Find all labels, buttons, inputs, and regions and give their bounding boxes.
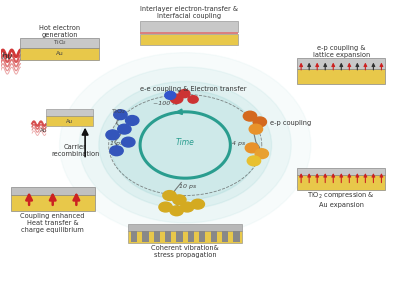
Text: e-e coupling & Electron transfer: e-e coupling & Electron transfer xyxy=(140,86,246,92)
Circle shape xyxy=(163,191,176,200)
Text: 4 ps: 4 ps xyxy=(232,141,245,146)
Bar xyxy=(140,32,238,34)
Bar xyxy=(140,34,238,46)
Text: Au: Au xyxy=(56,51,63,56)
Circle shape xyxy=(126,115,139,125)
Circle shape xyxy=(243,111,256,121)
Bar xyxy=(20,48,99,60)
Circle shape xyxy=(253,117,266,127)
Circle shape xyxy=(245,143,258,153)
Text: Time: Time xyxy=(176,138,195,147)
Bar xyxy=(46,109,93,116)
Text: TiO$_2$ compression &
Au expansion: TiO$_2$ compression & Au expansion xyxy=(307,191,375,209)
Bar xyxy=(11,187,95,195)
Bar xyxy=(165,231,171,242)
Circle shape xyxy=(249,124,262,134)
Bar xyxy=(154,231,160,242)
Bar xyxy=(128,224,242,231)
Circle shape xyxy=(247,156,260,166)
Text: e-p coupling &
lattice expansion: e-p coupling & lattice expansion xyxy=(313,45,370,57)
Bar xyxy=(297,168,385,175)
Circle shape xyxy=(170,206,183,216)
Circle shape xyxy=(179,90,190,98)
Bar xyxy=(199,231,205,242)
Circle shape xyxy=(191,199,204,209)
Text: Carrier
recombination: Carrier recombination xyxy=(51,144,99,157)
Text: $h\nu$: $h\nu$ xyxy=(2,50,14,61)
Circle shape xyxy=(110,146,123,156)
Circle shape xyxy=(59,53,311,237)
Circle shape xyxy=(180,202,194,212)
Bar xyxy=(20,38,99,48)
Text: ~100 fs: ~100 fs xyxy=(153,101,178,106)
Text: TiO$_2$: TiO$_2$ xyxy=(111,107,126,116)
Text: Hot electron
generation: Hot electron generation xyxy=(39,25,80,38)
Bar xyxy=(177,231,183,242)
Bar xyxy=(297,69,385,84)
Circle shape xyxy=(122,137,135,147)
Text: e-p coupling: e-p coupling xyxy=(269,120,311,126)
Text: Coupling enhanced
Heat transfer &
charge equilibrium: Coupling enhanced Heat transfer & charge… xyxy=(20,213,85,233)
Circle shape xyxy=(106,130,119,140)
Text: Coherent vibration&
stress propagation: Coherent vibration& stress propagation xyxy=(151,244,219,258)
Circle shape xyxy=(170,94,183,104)
Circle shape xyxy=(114,110,127,119)
Circle shape xyxy=(173,195,186,205)
Text: Au: Au xyxy=(40,128,47,133)
Bar xyxy=(297,58,385,69)
Bar xyxy=(128,231,242,243)
Circle shape xyxy=(165,91,176,99)
Bar xyxy=(188,231,194,242)
Circle shape xyxy=(99,81,271,209)
Text: Interlayer electron-transfer &
Interfacial coupling: Interlayer electron-transfer & Interfaci… xyxy=(140,6,238,19)
Bar xyxy=(11,195,95,211)
Bar xyxy=(46,116,93,126)
Bar xyxy=(131,231,137,242)
Circle shape xyxy=(188,96,198,103)
Text: 10 ps: 10 ps xyxy=(178,184,196,189)
Circle shape xyxy=(118,124,131,134)
Circle shape xyxy=(255,149,268,159)
Bar xyxy=(142,231,149,242)
Bar xyxy=(222,231,228,242)
Text: 1 ps: 1 ps xyxy=(110,141,123,146)
Text: TiO$_2$: TiO$_2$ xyxy=(52,39,67,48)
Text: Au: Au xyxy=(66,119,73,124)
Circle shape xyxy=(111,90,260,200)
Circle shape xyxy=(159,202,172,212)
Bar xyxy=(297,175,385,190)
Bar xyxy=(210,231,217,242)
Bar xyxy=(140,21,238,32)
Circle shape xyxy=(79,67,291,223)
Bar xyxy=(233,231,240,242)
